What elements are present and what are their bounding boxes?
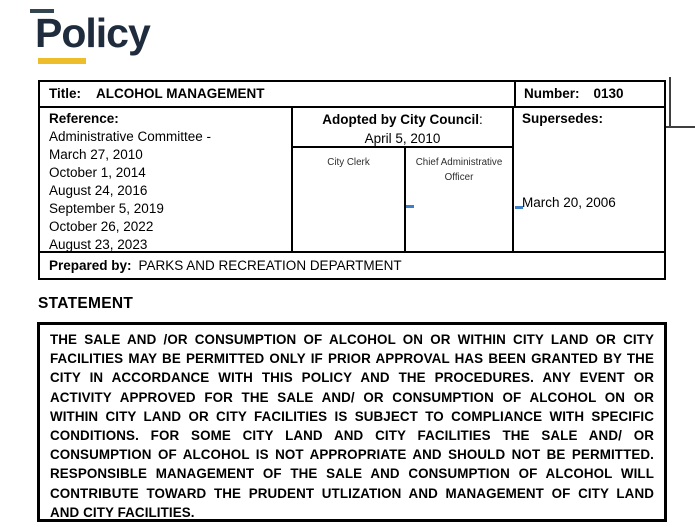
- supersedes-label: Supersedes:: [522, 111, 604, 126]
- reference-item: March 27, 2010: [49, 147, 143, 162]
- supersedes-cell: Supersedes: March 20, 2006: [514, 108, 664, 251]
- adopted-label-line: Adopted by City Council:: [293, 110, 512, 129]
- statement-line: CITY IN ACCORDANCE WITH THIS POLICY AND …: [50, 370, 654, 386]
- prepared-by-row: Prepared by: PARKS AND RECREATION DEPART…: [40, 253, 664, 278]
- statement-box: THE SALE AND /OR CONSUMPTION OF ALCOHOL …: [37, 322, 667, 522]
- number-cell: Number: 0130: [514, 82, 664, 106]
- statement-line: FACILITIES MAY BE PERMITTED ONLY IF PRIO…: [50, 351, 654, 367]
- statement-line: CONTRIBUTE TOWARD THE PRUDENT UTLIZATION…: [50, 485, 654, 501]
- reference-item: October 26, 2022: [49, 219, 154, 234]
- adopted-colon: :: [478, 112, 483, 127]
- policy-header-table: Title: ALCOHOL MANAGEMENT Number: 0130 Ref…: [38, 80, 666, 280]
- reference-item: Administrative Committee -: [49, 129, 212, 144]
- reference-item: October 1, 2014: [49, 165, 146, 180]
- number-value: 0130: [593, 86, 624, 101]
- number-label: Number:: [524, 86, 580, 101]
- city-clerk-label: City Clerk: [327, 157, 370, 168]
- supersedes-date: March 20, 2006: [522, 195, 616, 210]
- signature-cell-chief-administrative-officer: Chief Administrative Officer: [406, 148, 512, 251]
- statement-line: CONDITIONS. FOR SOME CITY LAND AND CITY …: [50, 428, 654, 444]
- adopted-cell: Adopted by City Council: April 5, 2010 C…: [293, 108, 514, 251]
- policy-wordmark-underline: [38, 58, 86, 64]
- statement-line: THE SALE AND /OR CONSUMPTION OF ALCOHOL …: [50, 332, 654, 347]
- reference-item: August 24, 2016: [49, 183, 148, 198]
- adopted-header: Adopted by City Council: April 5, 2010: [293, 108, 512, 148]
- statement-line: RESPONSIBLE MANAGEMENT OF THE SALE AND C…: [50, 466, 654, 482]
- adopted-date: April 5, 2010: [364, 131, 441, 146]
- reference-label: Reference:: [49, 111, 119, 126]
- signature-dash-icon: [515, 206, 523, 209]
- title-number-row: Title: ALCOHOL MANAGEMENT Number: 0130: [40, 82, 664, 108]
- title-label: Title:: [49, 86, 82, 101]
- prepared-by-value: PARKS AND RECREATION DEPARTMENT: [138, 258, 402, 273]
- scan-artifact-horizontal-line: [666, 126, 695, 128]
- prepared-by-label: Prepared by:: [49, 258, 132, 273]
- statement-heading: STATEMENT: [38, 295, 134, 312]
- signature-row: City Clerk Chief Administrative Officer: [293, 148, 512, 251]
- chief-administrative-officer-label: Chief Administrative Officer: [415, 157, 503, 183]
- title-cell: Title: ALCOHOL MANAGEMENT: [40, 82, 514, 106]
- reference-item: September 5, 2019: [49, 201, 164, 216]
- statement-line: WITHIN CITY LAND OR CITY FACILITIES IS S…: [50, 408, 654, 424]
- reference-item: August 23, 2023: [49, 237, 148, 252]
- adopted-label: Adopted by City Council: [322, 112, 479, 127]
- logo-top-mark: [30, 9, 54, 13]
- title-value: ALCOHOL MANAGEMENT: [96, 86, 265, 101]
- reference-adopted-supersedes-row: Reference: Administrative Committee - Ma…: [40, 108, 664, 253]
- reference-cell: Reference: Administrative Committee - Ma…: [40, 108, 293, 252]
- scan-artifact-vertical-line: [669, 77, 671, 128]
- statement-line: AND CITY FACILITIES.: [50, 504, 195, 520]
- policy-wordmark: Policy: [35, 10, 151, 56]
- signature-dash-icon: [406, 205, 414, 208]
- statement-line: ACTIVITY APPROVED FOR THE SALE AND/ OR C…: [50, 389, 654, 405]
- statement-line: CONSUMPTION OF ALCOHOL IS NOT APPROPRIAT…: [50, 447, 654, 463]
- signature-cell-city-clerk: City Clerk: [293, 148, 406, 251]
